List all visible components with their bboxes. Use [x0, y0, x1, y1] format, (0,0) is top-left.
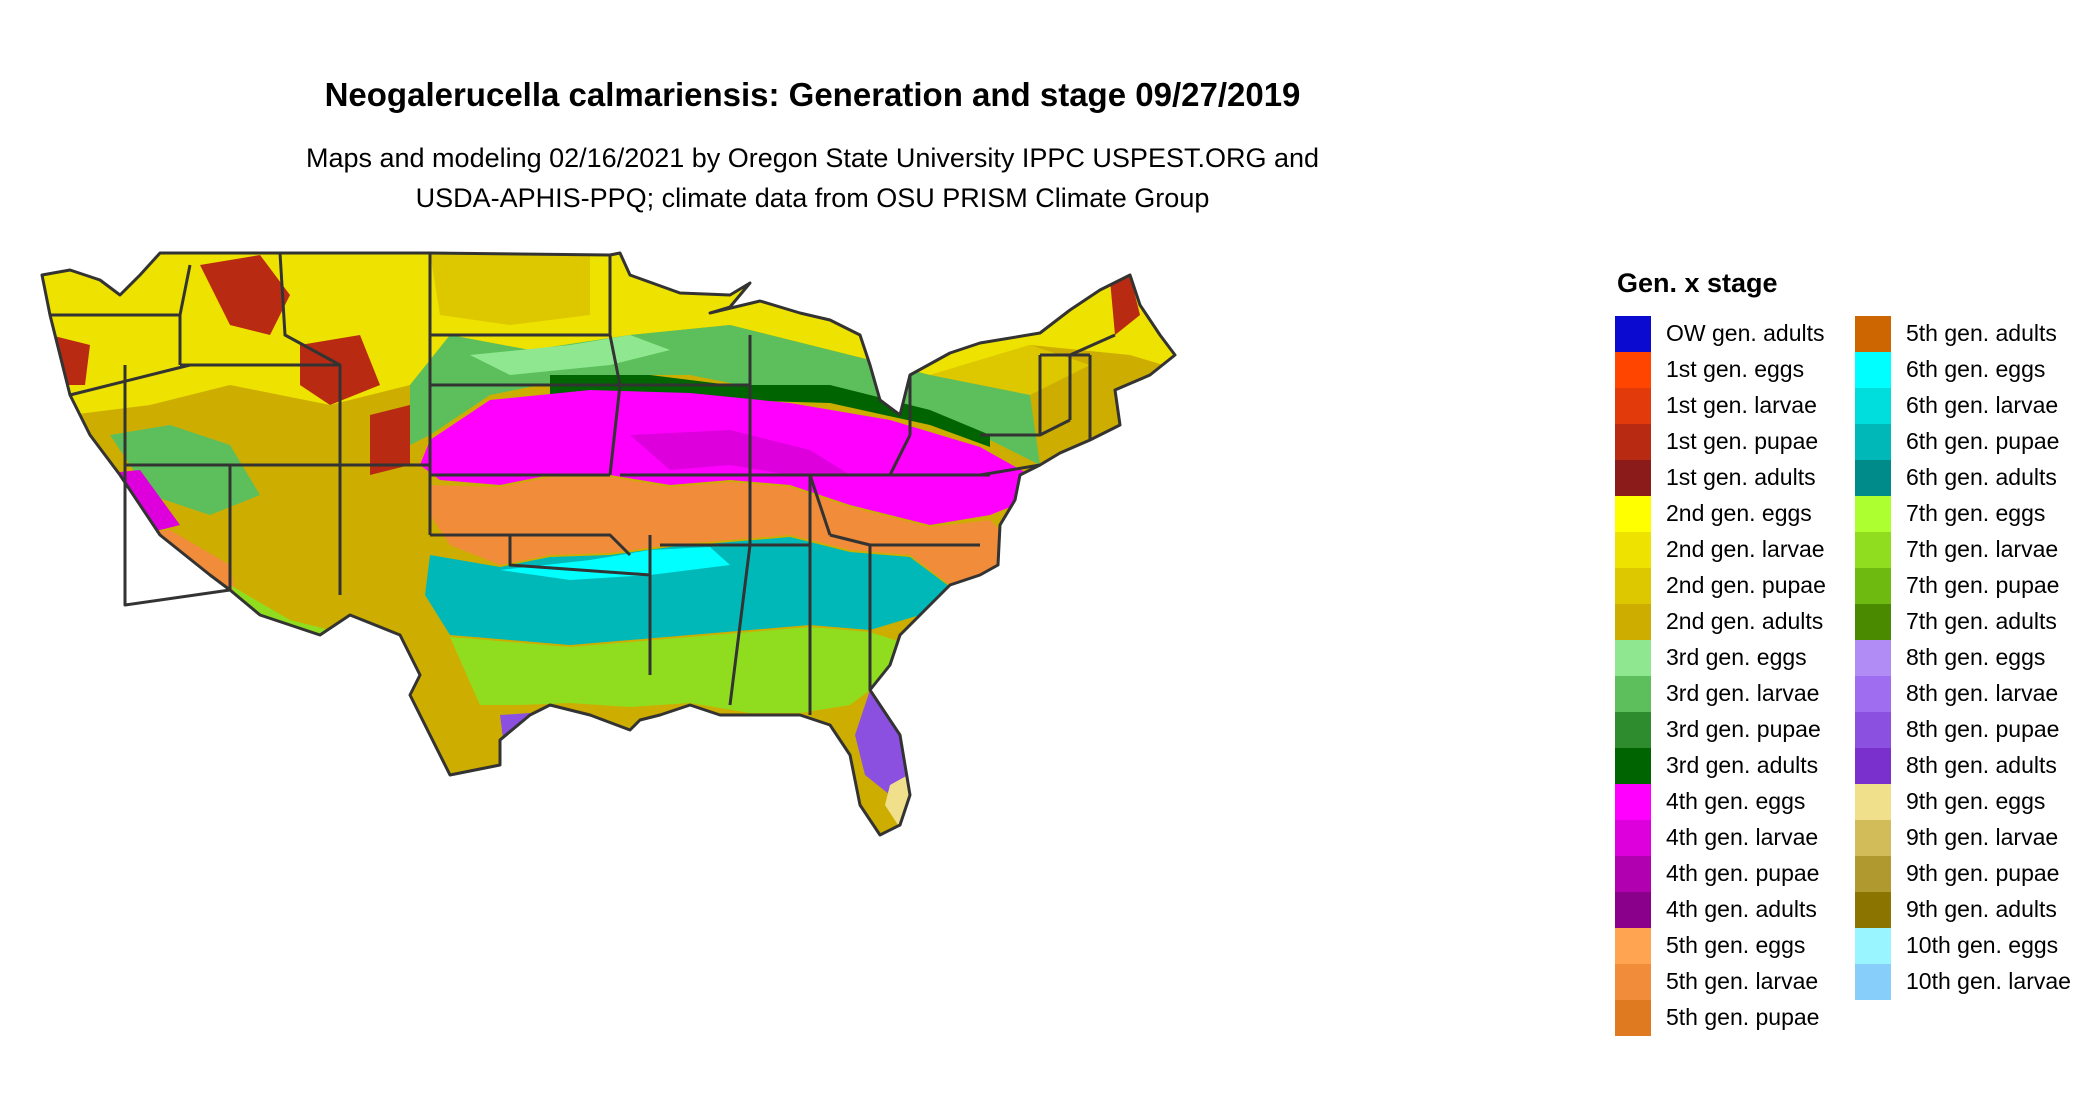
- legend-label: 10th gen. larvae: [1906, 968, 2071, 994]
- legend-label: 9th gen. adults: [1906, 896, 2057, 922]
- legend-title: Gen. x stage: [1617, 268, 1778, 298]
- legend-label: 1st gen. pupae: [1666, 428, 1819, 454]
- map-region-7th-gen-larvae: [230, 585, 910, 713]
- legend-swatch: [1855, 820, 1891, 856]
- legend-swatch: [1855, 856, 1891, 892]
- legend-swatch: [1615, 460, 1651, 496]
- legend-swatch: [1615, 640, 1651, 676]
- legend-label: 9th gen. pupae: [1906, 860, 2060, 886]
- legend-swatch: [1855, 964, 1891, 1000]
- legend-swatch: [1615, 316, 1651, 352]
- legend-label: 8th gen. pupae: [1906, 716, 2060, 742]
- state-boundaries: [40, 251, 1177, 837]
- legend-swatch: [1855, 748, 1891, 784]
- legend-label: 3rd gen. eggs: [1666, 644, 1807, 670]
- legend-swatch: [1615, 964, 1651, 1000]
- legend-swatch: [1615, 604, 1651, 640]
- legend-swatch: [1855, 316, 1891, 352]
- legend-label: 5th gen. eggs: [1666, 932, 1806, 958]
- legend-label: 6th gen. larvae: [1906, 392, 2059, 418]
- legend-label: OW gen. adults: [1666, 320, 1825, 346]
- legend-swatch: [1615, 352, 1651, 388]
- legend-swatch: [1615, 568, 1651, 604]
- legend-label: 3rd gen. pupae: [1666, 716, 1821, 742]
- legend-label: 4th gen. larvae: [1666, 824, 1819, 850]
- legend-label: 7th gen. adults: [1906, 608, 2057, 634]
- map-subtitle: Maps and modeling 02/16/2021 by Oregon S…: [0, 138, 1625, 218]
- legend-label: 2nd gen. adults: [1666, 608, 1824, 634]
- map-region-2nd-gen-pupae: [430, 253, 1090, 395]
- legend-swatch: [1615, 712, 1651, 748]
- legend-swatch: [1615, 892, 1651, 928]
- legend-label: 2nd gen. pupae: [1666, 572, 1826, 598]
- legend-label: 7th gen. eggs: [1906, 500, 2046, 526]
- legend-swatch: [1615, 496, 1651, 532]
- legend-swatch: [1855, 532, 1891, 568]
- legend-label: 5th gen. adults: [1906, 320, 2057, 346]
- legend-label: 8th gen. adults: [1906, 752, 2057, 778]
- map-region-3rd-gen-eggs: [470, 335, 670, 375]
- legend-label: 8th gen. larvae: [1906, 680, 2059, 706]
- legend-swatch: [1615, 388, 1651, 424]
- legend: Gen. x stage OW gen. adults 1st gen. eggs…: [1615, 268, 2090, 1048]
- legend-swatch: [1855, 712, 1891, 748]
- legend-label: 2nd gen. larvae: [1666, 536, 1825, 562]
- legend-swatch: [1855, 676, 1891, 712]
- legend-swatch: [1855, 568, 1891, 604]
- legend-swatch: [1615, 748, 1651, 784]
- legend-swatch: [1855, 388, 1891, 424]
- map-region-4th-gen-larvae: [90, 430, 850, 535]
- legend-swatch: [1615, 424, 1651, 460]
- legend-swatch: [1855, 424, 1891, 460]
- map-title: Neogalerucella calmariensis: Generation …: [324, 76, 1301, 113]
- legend-swatch: [1615, 1000, 1651, 1036]
- legend-swatch: [1855, 352, 1891, 388]
- map-region-5th-gen-larvae: [110, 477, 1005, 615]
- legend-label: 9th gen. larvae: [1906, 824, 2059, 850]
- legend-swatch: [1615, 532, 1651, 568]
- legend-swatch: [1615, 820, 1651, 856]
- legend-label: 6th gen. adults: [1906, 464, 2057, 490]
- legend-label: 6th gen. eggs: [1906, 356, 2046, 382]
- legend-swatch: [1615, 928, 1651, 964]
- subtitle-line-2: USDA-APHIS-PPQ; climate data from OSU PR…: [415, 183, 1210, 213]
- map-region-6th-gen-eggs: [500, 547, 730, 580]
- legend-swatch: [1855, 892, 1891, 928]
- legend-label: 1st gen. adults: [1666, 464, 1816, 490]
- legend-swatch: [1615, 856, 1651, 892]
- legend-label: 7th gen. larvae: [1906, 536, 2059, 562]
- legend-label: 8th gen. eggs: [1906, 644, 2046, 670]
- legend-label: 6th gen. pupae: [1906, 428, 2060, 454]
- legend-label: 4th gen. adults: [1666, 896, 1817, 922]
- legend-label: 1st gen. larvae: [1666, 392, 1817, 418]
- legend-swatch: [1855, 604, 1891, 640]
- legend-label: 5th gen. pupae: [1666, 1004, 1820, 1030]
- legend-label: 3rd gen. adults: [1666, 752, 1819, 778]
- legend-label: 7th gen. pupae: [1906, 572, 2060, 598]
- legend-swatch: [1855, 928, 1891, 964]
- map-region-3rd-gen-larvae: [110, 325, 1040, 515]
- legend-label: 1st gen. eggs: [1666, 356, 1805, 382]
- legend-label: 9th gen. eggs: [1906, 788, 2046, 814]
- us-generation-stage-map: [40, 251, 1177, 837]
- legend-label: 2nd gen. eggs: [1666, 500, 1812, 526]
- legend-label: 3rd gen. larvae: [1666, 680, 1820, 706]
- legend-label: 10th gen. eggs: [1906, 932, 2059, 958]
- legend-swatch: [1855, 640, 1891, 676]
- subtitle-line-1: Maps and modeling 02/16/2021 by Oregon S…: [305, 143, 1320, 173]
- legend-label: 5th gen. larvae: [1666, 968, 1819, 994]
- legend-label: 4th gen. eggs: [1666, 788, 1806, 814]
- legend-swatch: [1855, 784, 1891, 820]
- legend-swatch: [1855, 460, 1891, 496]
- legend-swatch: [1855, 496, 1891, 532]
- legend-label: 4th gen. pupae: [1666, 860, 1820, 886]
- legend-swatch: [1615, 784, 1651, 820]
- legend-swatch: [1615, 676, 1651, 712]
